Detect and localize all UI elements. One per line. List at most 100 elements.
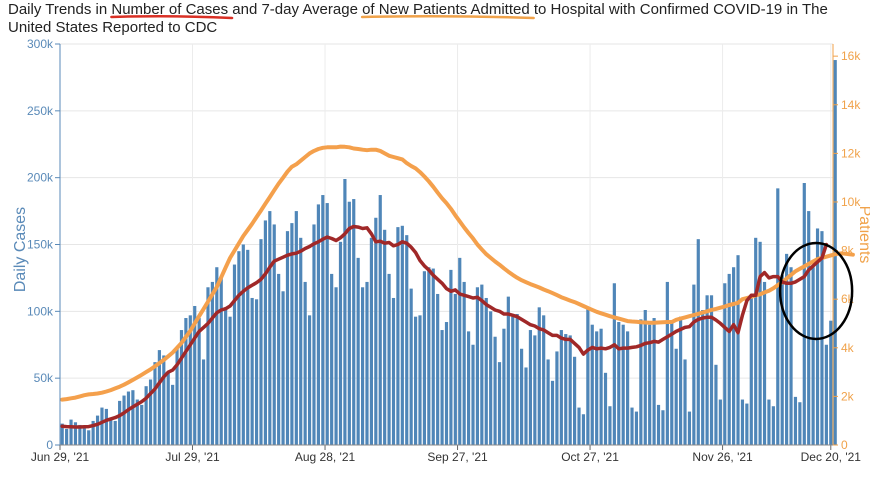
daily-cases-bar	[630, 407, 634, 445]
daily-cases-bar	[369, 237, 373, 445]
x-tick-label: Sep 27, '21	[427, 450, 488, 464]
daily-cases-bar	[440, 330, 444, 445]
y-tick-label: 250k	[27, 104, 54, 118]
daily-cases-bar	[762, 281, 767, 445]
daily-cases-bar	[87, 430, 91, 445]
daily-cases-bar	[471, 344, 475, 445]
daily-cases-bar	[511, 316, 515, 445]
daily-cases-bar	[228, 316, 232, 445]
title-suffix: to Hospital with Confirmed COVID-19 in T…	[8, 1, 828, 36]
daily-cases-bar	[537, 307, 541, 445]
daily-cases-bar	[749, 296, 753, 445]
y2-tick-label: 12k	[841, 146, 861, 160]
patients-line	[60, 144, 855, 402]
x-tick-label: Aug 28, '21	[295, 450, 356, 464]
daily-cases-bar	[767, 399, 771, 445]
daily-cases-bar	[277, 273, 281, 445]
daily-cases-bar	[268, 211, 272, 445]
daily-cases-bar	[559, 330, 563, 445]
daily-cases-bar	[237, 251, 241, 445]
daily-cases-bar	[555, 351, 559, 445]
daily-cases-bar	[427, 267, 431, 445]
y2-tick-label: 14k	[841, 98, 861, 112]
daily-cases-bar	[431, 268, 435, 445]
daily-cases-bar	[290, 223, 294, 445]
daily-cases-bar	[157, 350, 161, 445]
daily-cases-bar	[568, 335, 572, 445]
daily-cases-bar	[533, 335, 537, 445]
daily-cases-bar	[785, 253, 789, 445]
daily-cases-bar	[60, 423, 64, 445]
daily-cases-bar	[118, 400, 122, 445]
daily-cases-bar	[679, 316, 683, 445]
daily-cases-bar	[701, 309, 705, 445]
title-prefix: Daily Trends in	[8, 1, 112, 18]
daily-cases-bar	[462, 281, 466, 445]
daily-cases-bar	[771, 406, 775, 445]
daily-cases-bar	[307, 315, 312, 445]
daily-cases-bar	[617, 322, 621, 445]
daily-cases-bar	[687, 411, 692, 445]
daily-cases-bar	[69, 419, 73, 445]
y2-tick-label: 16k	[841, 49, 861, 63]
daily-cases-bar	[126, 391, 131, 445]
daily-cases-bar	[577, 407, 581, 445]
daily-cases-bar	[334, 287, 338, 445]
daily-cases-bar	[599, 328, 603, 445]
y2-axis-title: Patients	[856, 206, 870, 264]
daily-cases-bar	[144, 386, 148, 445]
daily-cases-bar	[254, 299, 259, 445]
daily-cases-bar	[206, 287, 210, 445]
daily-cases-bar	[634, 411, 639, 445]
daily-cases-bar	[78, 424, 82, 445]
daily-cases-bar	[665, 281, 669, 445]
daily-cases-bar	[224, 307, 228, 445]
daily-cases-bar	[140, 404, 144, 445]
daily-cases-bar	[608, 406, 612, 445]
daily-cases-bar	[811, 267, 815, 445]
daily-cases-bar	[360, 287, 365, 445]
daily-cases-bars	[60, 60, 837, 446]
avg-cases-line	[60, 224, 829, 429]
y-tick-label: 100k	[27, 304, 54, 318]
daily-cases-bar	[780, 275, 784, 445]
x-tick-label: Jul 29, '21	[165, 450, 220, 464]
daily-cases-bar	[250, 297, 254, 445]
daily-cases-bar	[321, 195, 325, 445]
annotations	[778, 241, 854, 341]
daily-cases-bar	[400, 225, 404, 445]
daily-cases-bar	[330, 273, 334, 445]
daily-cases-bar	[573, 356, 577, 445]
daily-cases-bar	[489, 311, 493, 445]
daily-cases-bar	[166, 371, 170, 445]
daily-cases-bar	[281, 291, 285, 445]
y2-tick-label: 8k	[841, 244, 855, 258]
daily-cases-bar	[387, 273, 391, 445]
daily-cases-bar	[405, 235, 409, 445]
daily-cases-bar	[696, 239, 700, 445]
daily-cases-bar	[546, 359, 550, 445]
x-tick-label: Oct 27, '21	[561, 450, 619, 464]
daily-cases-bar	[643, 309, 647, 445]
title-highlight-cases: Number of Cases	[111, 1, 229, 18]
daily-cases-bar	[480, 284, 484, 445]
daily-cases-bar	[73, 422, 78, 445]
daily-cases-bar	[162, 355, 166, 445]
daily-cases-bar	[422, 271, 427, 445]
daily-cases-bar	[524, 367, 528, 445]
daily-cases-bar	[493, 336, 497, 445]
daily-cases-bar	[661, 410, 665, 445]
daily-cases-bar	[122, 395, 126, 445]
y2-tick-label: 4k	[841, 341, 855, 355]
daily-cases-bar	[475, 287, 480, 445]
daily-cases-bar	[727, 273, 731, 445]
daily-cases-bar	[802, 183, 806, 445]
daily-cases-bar	[294, 211, 298, 445]
y2-tick-label: 2k	[841, 389, 855, 403]
daily-cases-bar	[104, 408, 108, 445]
daily-cases-bar	[798, 402, 802, 445]
daily-cases-bar	[95, 415, 100, 445]
daily-cases-bar	[736, 255, 740, 445]
daily-cases-bar	[674, 348, 678, 445]
daily-cases-bar	[312, 224, 316, 445]
